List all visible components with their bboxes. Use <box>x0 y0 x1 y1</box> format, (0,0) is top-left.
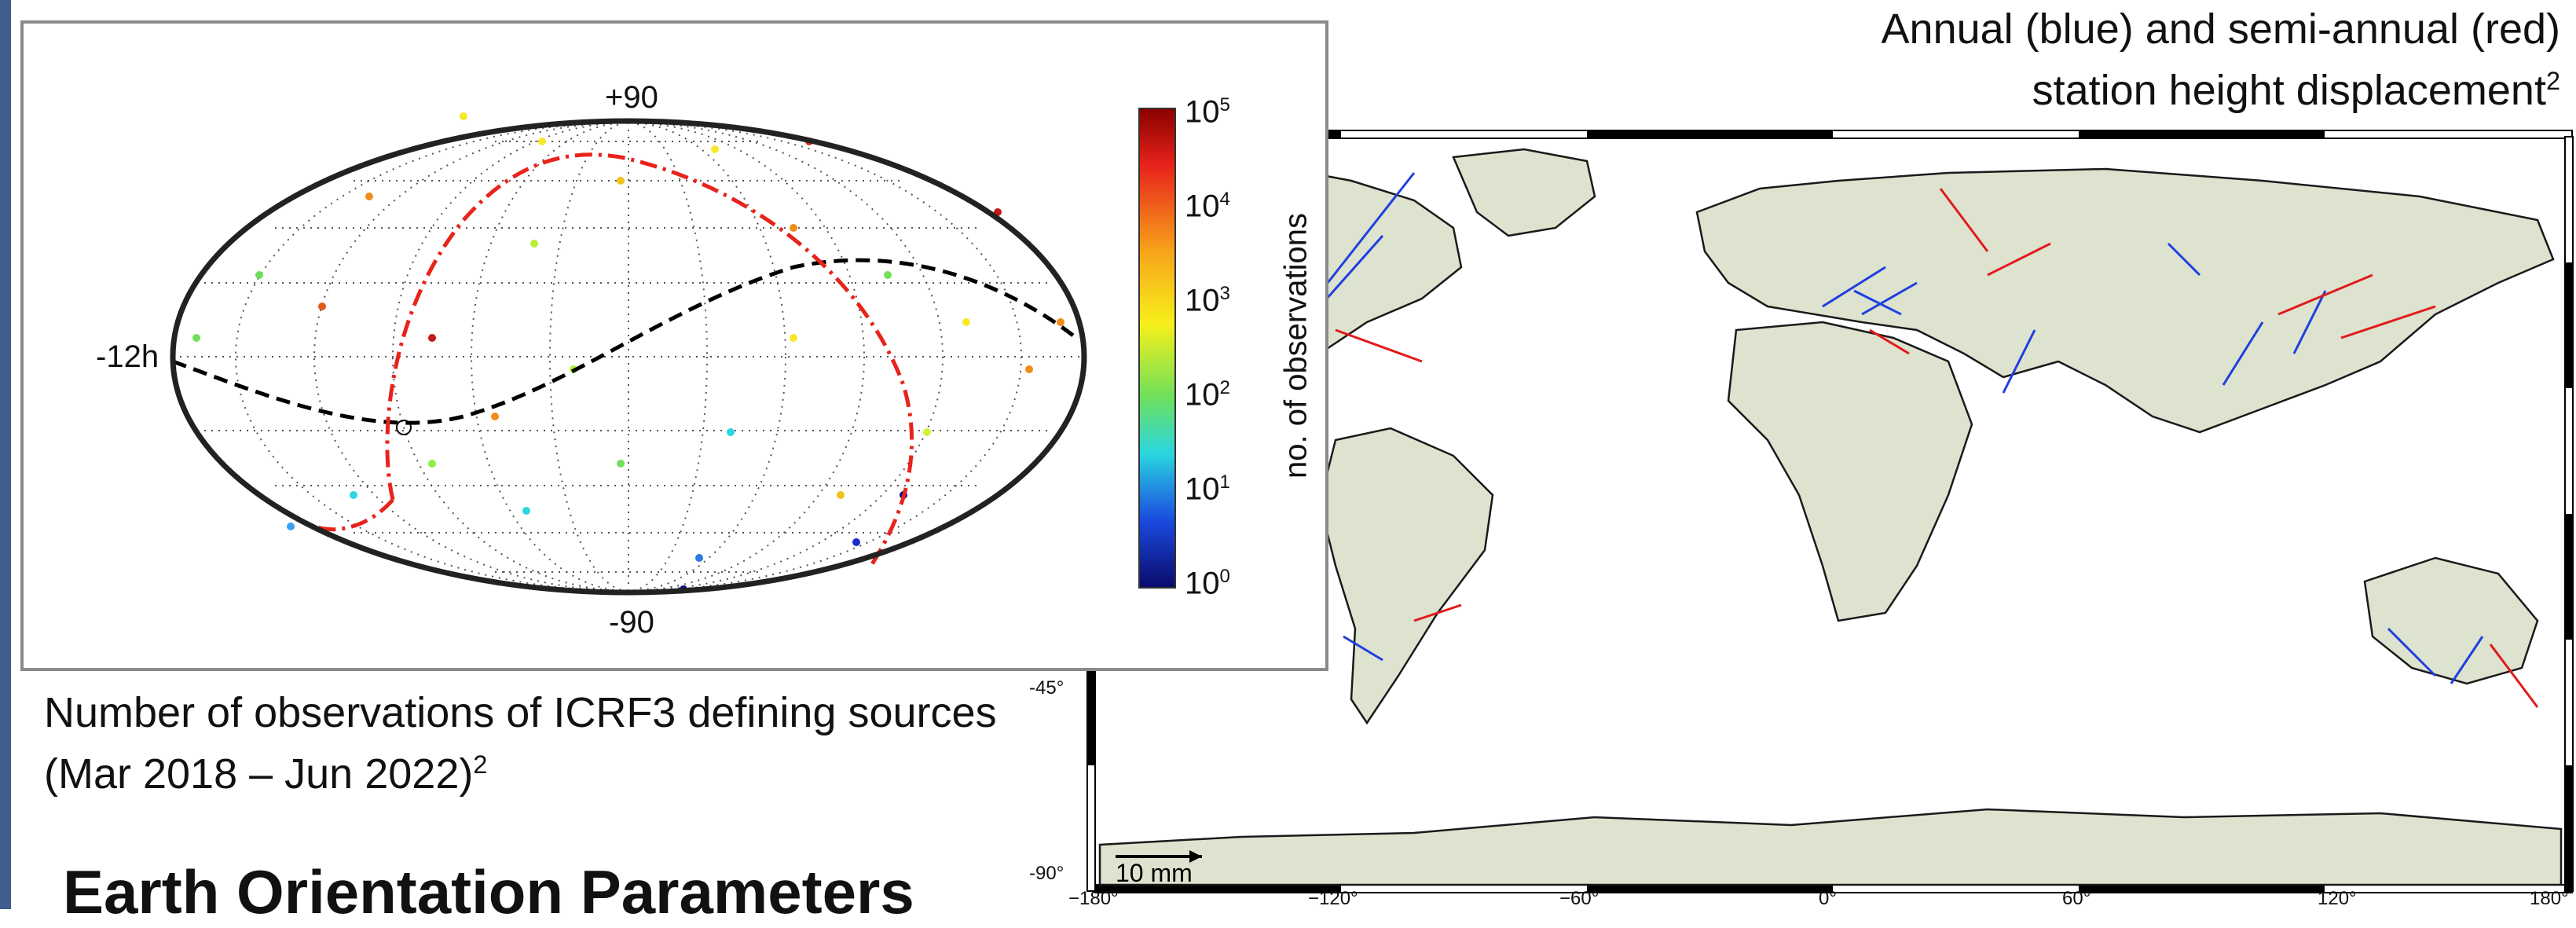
sky-caption-line2: (Mar 2018 – Jun 2022) <box>44 750 474 798</box>
lon-tick: −120° <box>1308 888 1358 909</box>
left-accent-bar <box>0 0 11 909</box>
world-map-title-sup: 2 <box>2545 67 2560 95</box>
lon-tick: 180° <box>2530 888 2569 909</box>
sky-map <box>170 108 1176 596</box>
galactic-center-marker <box>396 420 412 435</box>
sky-ellipse <box>170 118 1087 596</box>
africa <box>1727 321 1973 622</box>
semi-annual-arrows <box>1335 188 2539 708</box>
colorbar-tick: 105 <box>1185 94 1230 130</box>
sky-top-label: +90 <box>605 80 658 115</box>
galactic-plane-tail <box>313 498 394 532</box>
world-map-title: Annual (blue) and semi-annual (red) stat… <box>1882 3 2560 116</box>
sky-caption-sup: 2 <box>473 750 488 779</box>
lon-tick: −180° <box>1068 888 1119 909</box>
colorbar-ticks: 105 104 103 102 101 100 <box>1185 94 1263 613</box>
colorbar-tick: 104 <box>1185 189 1230 224</box>
sky-bottom-label: -90 <box>609 605 654 640</box>
lon-tick: 0° <box>1819 888 1837 909</box>
world-map-title-line2-wrap: station height displacement2 <box>1882 55 2560 116</box>
lon-ticks: −180° −120° −60° 0° 60° 120° 180° <box>1068 888 2569 909</box>
section-heading: Earth Orientation Parameters <box>63 857 914 926</box>
galactic-plane-line <box>385 152 914 566</box>
sky-left-label: -12h <box>96 339 159 374</box>
colorbar-tick: 101 <box>1185 471 1230 507</box>
colorbar-label: no. of observations <box>1278 213 1314 479</box>
sky-map-caption: Number of observations of ICRF3 defining… <box>44 687 997 800</box>
lat-tick-minus90: -90° <box>1029 863 1064 884</box>
antarctica <box>1098 808 2563 886</box>
lat-tick-minus45: -45° <box>1029 677 1064 699</box>
lon-tick: 60° <box>2062 888 2091 909</box>
scale-bar: 10 mm <box>1116 850 1202 887</box>
eurasia <box>1695 167 2555 434</box>
lon-tick: −60° <box>1559 888 1599 909</box>
ecliptic-line <box>172 258 1078 425</box>
greenland <box>1452 148 1596 237</box>
colorbar <box>1138 108 1176 589</box>
world-map-title-line1: Annual (blue) and semi-annual (red) <box>1881 6 2560 53</box>
world-map-title-line2: station height displacement <box>2032 67 2546 114</box>
sky-caption-line2-wrap: (Mar 2018 – Jun 2022)2 <box>44 739 997 800</box>
scale-label: 10 mm <box>1116 859 1193 887</box>
sky-caption-line1: Number of observations of ICRF3 defining… <box>44 689 997 736</box>
colorbar-tick: 103 <box>1185 283 1230 318</box>
lon-tick: 120° <box>2318 888 2357 909</box>
sky-grid <box>173 122 1084 592</box>
colorbar-tick: 102 <box>1185 377 1230 413</box>
colorbar-tick: 100 <box>1185 566 1230 601</box>
sky-map-panel: +90 -90 -12h 105 104 103 102 101 100 no.… <box>20 20 1328 671</box>
australia <box>2363 556 2539 685</box>
